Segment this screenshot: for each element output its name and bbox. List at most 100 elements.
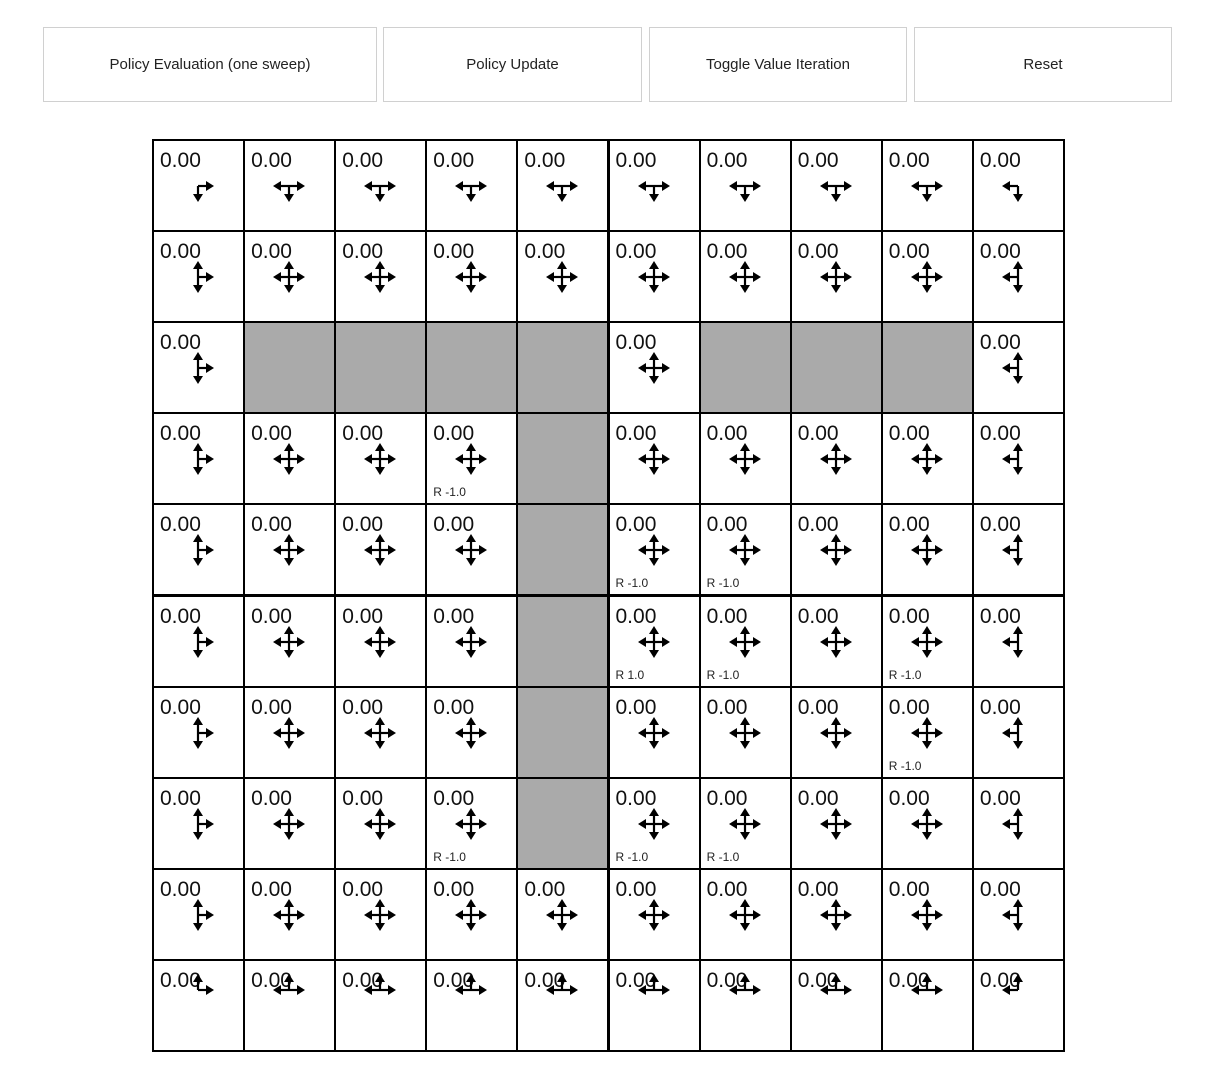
- grid-cell[interactable]: 0.00: [516, 958, 610, 1052]
- grid-cell[interactable]: 0.00: [243, 958, 337, 1052]
- grid-cell[interactable]: 0.00: [334, 776, 428, 870]
- grid-cell[interactable]: 0.00: [971, 867, 1065, 961]
- grid-cell[interactable]: 0.00: [789, 685, 883, 779]
- grid-cell[interactable]: 0.00: [607, 685, 701, 779]
- grid-cell[interactable]: 0.00: [971, 776, 1065, 870]
- toggle-value-iteration-button[interactable]: Toggle Value Iteration: [649, 27, 907, 102]
- grid-cell[interactable]: 0.00: [971, 958, 1065, 1052]
- grid-cell[interactable]: 0.00: [516, 230, 610, 324]
- grid-cell[interactable]: 0.00: [243, 412, 337, 506]
- grid-cell[interactable]: 0.00: [152, 230, 246, 324]
- grid-cell[interactable]: 0.00: [334, 958, 428, 1052]
- state-value: 0.00: [797, 604, 839, 628]
- arrow-head: [466, 831, 477, 840]
- grid-cell[interactable]: 0.00: [880, 503, 974, 597]
- grid-cell[interactable]: 0.00: [880, 412, 974, 506]
- grid-cell[interactable]: 0.00: [152, 776, 246, 870]
- grid-cell[interactable]: 0.00: [789, 958, 883, 1052]
- grid-cell[interactable]: 0.00: [971, 412, 1065, 506]
- grid-cell[interactable]: 0.00: [971, 594, 1065, 688]
- grid-cell[interactable]: 0.00: [789, 139, 883, 233]
- grid-cell[interactable]: 0.00 R -1.0: [698, 503, 792, 597]
- grid-cell[interactable]: 0.00: [789, 594, 883, 688]
- grid-cell[interactable]: 0.00 R -1.0: [698, 776, 792, 870]
- grid-cell[interactable]: 0.00: [971, 321, 1065, 415]
- grid-cell[interactable]: 0.00: [334, 594, 428, 688]
- grid-cell[interactable]: 0.00: [789, 230, 883, 324]
- grid-cell[interactable]: 0.00: [698, 412, 792, 506]
- grid-cell[interactable]: 0.00: [516, 867, 610, 961]
- grid-cell[interactable]: 0.00: [971, 685, 1065, 779]
- policy-evaluation-button[interactable]: Policy Evaluation (one sweep): [43, 27, 377, 102]
- grid-cell[interactable]: 0.00: [880, 867, 974, 961]
- arrow-head: [273, 454, 282, 465]
- grid-cell[interactable]: 0.00: [152, 685, 246, 779]
- grid-cell[interactable]: 0.00: [425, 503, 519, 597]
- grid-cell[interactable]: 0.00 R -1.0: [880, 594, 974, 688]
- policy-update-button[interactable]: Policy Update: [383, 27, 642, 102]
- grid-cell[interactable]: 0.00: [971, 139, 1065, 233]
- grid-cell[interactable]: 0.00: [334, 867, 428, 961]
- grid-cell[interactable]: 0.00: [243, 776, 337, 870]
- grid-cell[interactable]: 0.00: [425, 594, 519, 688]
- grid-cell[interactable]: 0.00: [152, 958, 246, 1052]
- grid-cell[interactable]: 0.00: [607, 958, 701, 1052]
- grid-cell[interactable]: 0.00: [789, 867, 883, 961]
- grid-cell[interactable]: 0.00 R -1.0: [698, 594, 792, 688]
- grid-cell[interactable]: 0.00: [243, 867, 337, 961]
- grid-cell[interactable]: 0.00: [243, 594, 337, 688]
- grid-cell[interactable]: 0.00: [334, 503, 428, 597]
- grid-cell[interactable]: 0.00: [152, 867, 246, 961]
- grid-cell[interactable]: 0.00 R -1.0: [425, 412, 519, 506]
- grid-cell[interactable]: 0.00: [607, 230, 701, 324]
- grid-cell[interactable]: 0.00 R 1.0: [607, 594, 701, 688]
- grid-cell[interactable]: 0.00: [971, 230, 1065, 324]
- grid-cell[interactable]: 0.00: [243, 685, 337, 779]
- grid-cell[interactable]: 0.00: [789, 503, 883, 597]
- grid-cell[interactable]: 0.00: [698, 230, 792, 324]
- grid-cell[interactable]: 0.00: [152, 503, 246, 597]
- grid-cell[interactable]: 0.00: [425, 958, 519, 1052]
- grid-cell[interactable]: 0.00: [607, 867, 701, 961]
- grid-cell[interactable]: 0.00 R -1.0: [607, 503, 701, 597]
- grid-cell[interactable]: 0.00: [243, 503, 337, 597]
- arrow-head: [1012, 973, 1023, 982]
- reset-button[interactable]: Reset: [914, 27, 1172, 102]
- grid-cell[interactable]: 0.00: [880, 958, 974, 1052]
- grid-cell[interactable]: 0.00: [152, 139, 246, 233]
- grid-cell[interactable]: 0.00 R -1.0: [607, 776, 701, 870]
- grid-cell[interactable]: 0.00 R -1.0: [880, 685, 974, 779]
- grid-cell[interactable]: 0.00: [789, 412, 883, 506]
- grid-cell[interactable]: 0.00: [698, 958, 792, 1052]
- policy-arrows-icon: [819, 973, 852, 995]
- grid-cell[interactable]: 0.00: [334, 230, 428, 324]
- grid-cell[interactable]: 0.00: [516, 139, 610, 233]
- grid-cell[interactable]: 0.00: [243, 230, 337, 324]
- grid-cell[interactable]: 0.00: [698, 685, 792, 779]
- grid-cell[interactable]: 0.00: [607, 139, 701, 233]
- arrow-head: [297, 545, 306, 556]
- grid-cell[interactable]: 0.00: [425, 867, 519, 961]
- grid-cell[interactable]: 0.00: [243, 139, 337, 233]
- arrow-head: [546, 181, 555, 191]
- grid-cell[interactable]: 0.00: [334, 685, 428, 779]
- grid-cell[interactable]: 0.00: [334, 139, 428, 233]
- grid-cell[interactable]: 0.00: [698, 867, 792, 961]
- grid-cell[interactable]: 0.00: [880, 139, 974, 233]
- grid-cell[interactable]: 0.00: [152, 412, 246, 506]
- grid-cell[interactable]: 0.00: [607, 321, 701, 415]
- grid-cell[interactable]: 0.00 R -1.0: [425, 776, 519, 870]
- grid-cell[interactable]: 0.00: [425, 139, 519, 233]
- grid-cell[interactable]: 0.00: [789, 776, 883, 870]
- grid-cell[interactable]: 0.00: [880, 776, 974, 870]
- grid-cell[interactable]: 0.00: [425, 230, 519, 324]
- arrow-head: [648, 740, 659, 749]
- grid-cell[interactable]: 0.00: [334, 412, 428, 506]
- grid-cell[interactable]: 0.00: [971, 503, 1065, 597]
- grid-cell[interactable]: 0.00: [152, 321, 246, 415]
- grid-cell[interactable]: 0.00: [425, 685, 519, 779]
- grid-cell[interactable]: 0.00: [607, 412, 701, 506]
- grid-cell[interactable]: 0.00: [880, 230, 974, 324]
- grid-cell[interactable]: 0.00: [698, 139, 792, 233]
- grid-cell[interactable]: 0.00: [152, 594, 246, 688]
